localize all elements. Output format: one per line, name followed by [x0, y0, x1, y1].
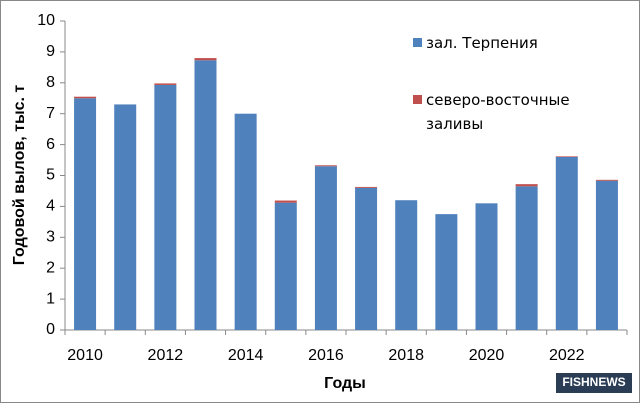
bar-segment: [74, 96, 97, 99]
bar-segment: [595, 180, 618, 330]
bar-segment: [355, 187, 378, 330]
bar-segment: [515, 186, 538, 330]
bar-segment: [114, 104, 137, 331]
bar-segment: [435, 214, 458, 330]
bar-segment: [515, 184, 538, 187]
x-tick-label: 2018: [388, 347, 424, 364]
bar-segment: [595, 179, 618, 181]
x-tick-label: 2014: [228, 347, 264, 364]
y-tick-label: 0: [46, 321, 55, 338]
y-tick-label: 2: [46, 259, 55, 276]
legend-swatch: [413, 95, 422, 104]
y-tick-label: 5: [46, 167, 55, 184]
y-tick-label: 8: [46, 74, 55, 91]
bar-segment: [74, 98, 97, 330]
legend-swatch: [413, 38, 422, 47]
y-tick-label: 6: [46, 136, 55, 153]
bar-segment: [154, 83, 177, 85]
y-axis-title: Годовой вылов, тыс. т: [11, 85, 28, 266]
x-tick-label: 2012: [148, 347, 184, 364]
bar-segment: [274, 202, 297, 330]
bar-segment: [555, 156, 578, 330]
legend-entry: северо-восточные заливы: [426, 91, 570, 133]
watermark-bg: [556, 373, 632, 393]
bar-segment: [154, 84, 177, 330]
legend-label: зал. Терпения: [426, 34, 538, 52]
y-tick-label: 4: [46, 198, 55, 215]
bar-segment: [194, 58, 217, 61]
y-tick-label: 3: [46, 229, 55, 246]
x-tick-label: 2016: [308, 347, 344, 364]
bar-segment: [314, 166, 337, 330]
bar-segment: [395, 200, 418, 330]
x-tick-label: 2010: [67, 347, 103, 364]
y-tick-label: 10: [37, 12, 55, 29]
bar-segment: [234, 113, 257, 330]
x-tick-label: 2022: [549, 347, 585, 364]
bar-segment: [475, 203, 498, 330]
bar-segment: [314, 165, 337, 167]
x-tick-label: 2020: [469, 347, 505, 364]
y-tick-label: 9: [46, 43, 55, 60]
bar-segment: [194, 60, 217, 330]
bar-segment: [274, 200, 297, 203]
legend-label: северо-восточные заливы: [426, 91, 570, 133]
y-tick-label: 1: [46, 290, 55, 307]
watermark: FISHNEWS: [562, 375, 625, 389]
legend-entry: зал. Терпения: [426, 34, 538, 52]
bar-segment: [355, 186, 378, 188]
bar-segment: [555, 156, 578, 157]
y-tick-label: 7: [46, 105, 55, 122]
x-axis-title: Годы: [324, 375, 366, 392]
